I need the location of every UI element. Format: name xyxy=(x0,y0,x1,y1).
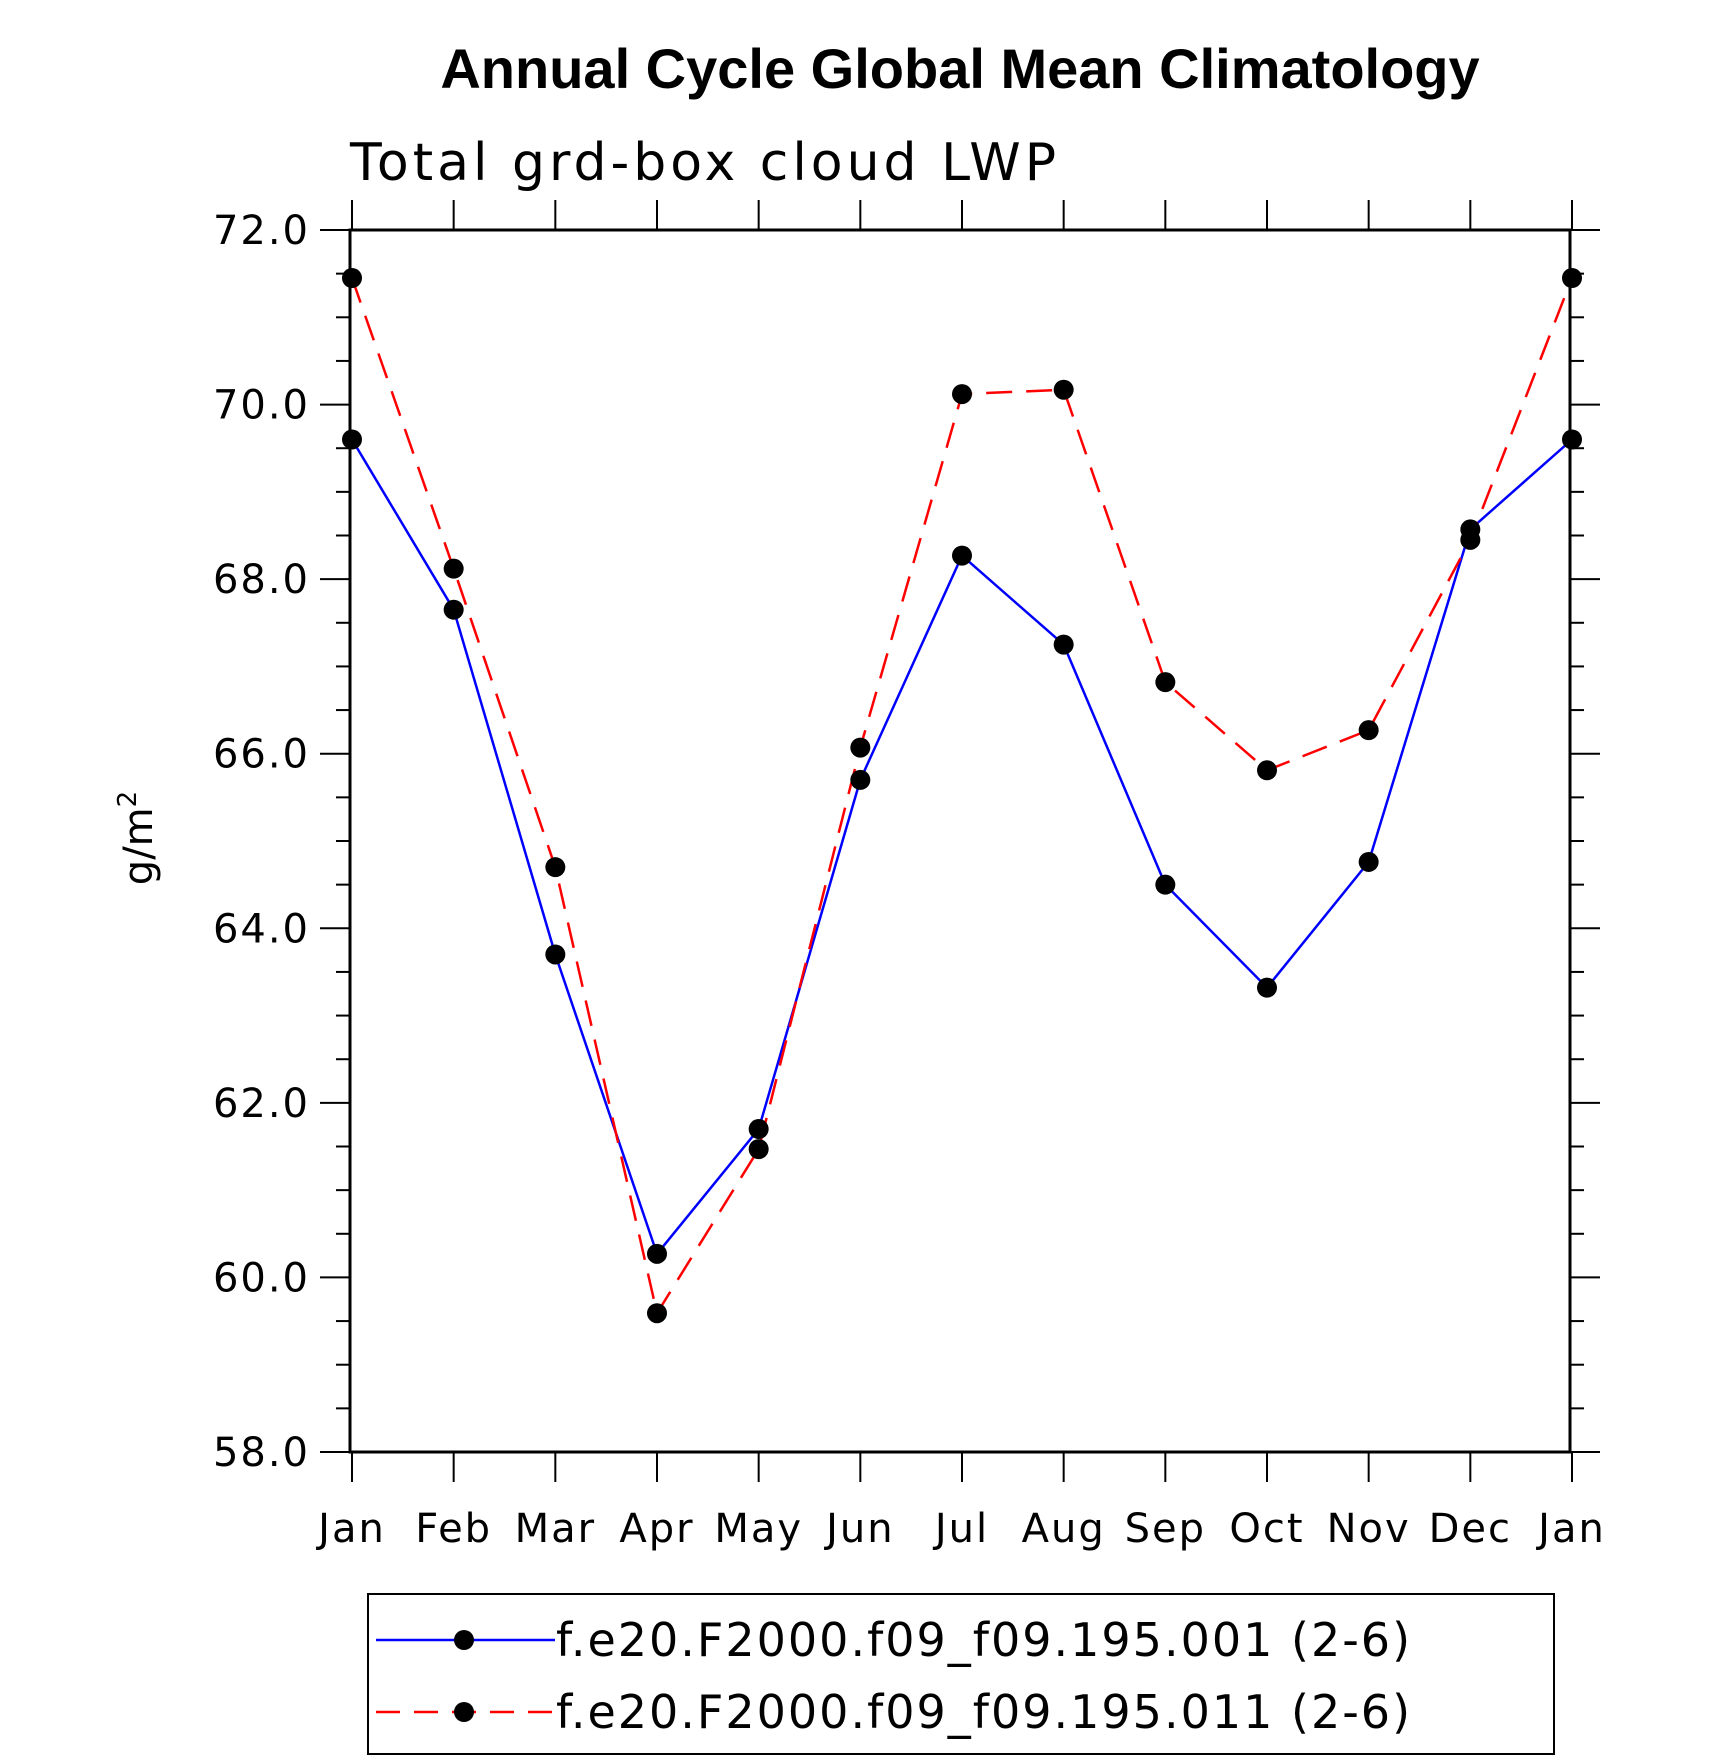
y-axis-label-superscript: 2 xyxy=(113,791,143,808)
x-tick-label: Jan xyxy=(315,1506,386,1552)
x-tick-labels: Jan Feb Mar Apr May Jun Jul Aug Sep Oct Nov Dec Jan xyxy=(315,1506,1606,1552)
data-point-series-1 xyxy=(1053,634,1074,655)
data-point-series-2 xyxy=(1562,268,1582,289)
x-tick-label: Jan xyxy=(1535,1506,1606,1552)
data-point-series-1 xyxy=(850,769,871,790)
x-tick-label: Apr xyxy=(619,1506,694,1552)
x-tick-label: Jun xyxy=(823,1506,895,1552)
legend-label-series-2: f.e20.F2000.f09_f09.195.011 (2-6) xyxy=(556,1685,1412,1739)
data-point-series-2 xyxy=(443,558,464,579)
data-point-series-1 xyxy=(1155,874,1176,895)
x-tick-label: Nov xyxy=(1327,1506,1411,1552)
legend-marker-series-2 xyxy=(454,1702,474,1722)
data-point-series-2 xyxy=(1358,720,1379,741)
data-point-series-1 xyxy=(748,1119,769,1140)
data-point-series-1 xyxy=(952,545,972,566)
x-tick-label: Dec xyxy=(1429,1506,1512,1552)
y-tick-label: 58.0 xyxy=(213,1430,310,1476)
y-tick-label: 64.0 xyxy=(213,906,310,952)
chart-subtitle: Total grd-box cloud LWP xyxy=(349,133,1060,193)
data-point-series-1 xyxy=(1358,851,1379,872)
x-tick-label: Feb xyxy=(415,1506,492,1552)
y-tick-label: 62.0 xyxy=(213,1081,310,1127)
x-tick-label: Sep xyxy=(1125,1506,1206,1552)
y-axis-label-base: g/m xyxy=(116,807,162,885)
data-point-series-2 xyxy=(1155,672,1176,693)
legend-marker-series-1 xyxy=(454,1630,474,1650)
x-tick-label: May xyxy=(714,1506,803,1552)
data-point-series-2 xyxy=(850,737,871,758)
y-tick-label: 66.0 xyxy=(213,732,310,778)
y-tick-label: 70.0 xyxy=(213,383,310,429)
y-tick-label: 60.0 xyxy=(213,1255,310,1301)
data-point-series-2 xyxy=(1257,760,1277,781)
series-lines xyxy=(350,277,1574,1315)
x-tick-label: Mar xyxy=(515,1506,596,1552)
svg-text:g/m2: g/m2 xyxy=(113,791,162,885)
x-tick-label: Jul xyxy=(932,1506,989,1552)
y-tick-label: 68.0 xyxy=(213,557,310,603)
data-point-series-2 xyxy=(545,857,566,878)
data-point-series-2 xyxy=(342,268,362,289)
data-point-series-2 xyxy=(647,1303,667,1324)
data-point-series-2 xyxy=(1460,529,1481,550)
data-point-series-1 xyxy=(647,1243,667,1264)
y-axis-label: g/m2 xyxy=(113,791,162,885)
legend-box xyxy=(367,1593,1555,1755)
data-point-series-2 xyxy=(1053,379,1074,400)
legend: f.e20.F2000.f09_f09.195.001 (2-6) f.e20.… xyxy=(367,1593,1555,1755)
data-point-series-1 xyxy=(443,599,464,620)
data-point-series-2 xyxy=(952,384,972,405)
chart-title: Annual Cycle Global Mean Climatology xyxy=(440,37,1479,100)
data-point-series-2 xyxy=(748,1139,769,1160)
legend-label-series-1: f.e20.F2000.f09_f09.195.001 (2-6) xyxy=(556,1613,1412,1667)
x-tick-label: Oct xyxy=(1229,1506,1304,1552)
x-tick-label: Aug xyxy=(1022,1506,1106,1552)
y-tick-labels: 58.0 60.0 62.0 64.0 66.0 68.0 70.0 72.0 xyxy=(213,208,310,1476)
data-point-series-1 xyxy=(1562,429,1582,450)
y-tick-label: 72.0 xyxy=(213,208,310,254)
series-points xyxy=(342,268,1582,1324)
data-point-series-1 xyxy=(545,944,566,965)
data-point-series-1 xyxy=(342,429,362,450)
axis-ticks xyxy=(320,200,1600,1482)
plot-frame xyxy=(348,228,1572,1454)
data-point-series-1 xyxy=(1257,977,1277,998)
